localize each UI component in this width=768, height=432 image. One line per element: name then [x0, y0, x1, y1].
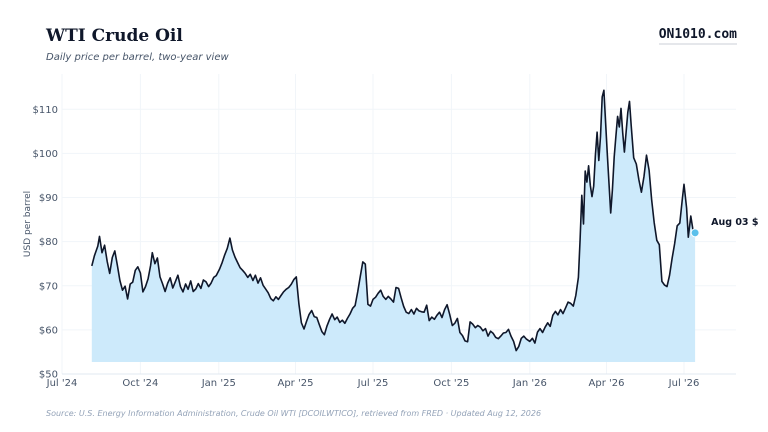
x-tick-label: Oct '25 — [433, 378, 469, 389]
price-area — [91, 90, 696, 363]
chart-subtitle: Daily price per barrel, two-year view — [46, 52, 229, 63]
chart-title: WTI Crude Oil — [46, 26, 183, 46]
price-line — [91, 89, 696, 352]
latest-price-label: Aug 03 $ — [711, 217, 758, 228]
x-tick-label: Jan '26 — [512, 378, 547, 389]
x-tick-label: Oct '24 — [122, 378, 158, 389]
y-axis: $50 $60 $70 $80 $90 $100 $110 — [33, 105, 58, 381]
x-tick-label: Jul '25 — [357, 378, 389, 389]
latest-price-marker[interactable] — [690, 228, 700, 238]
y-tick-label: $80 — [39, 237, 58, 248]
y-tick-label: $100 — [33, 149, 58, 160]
x-tick-label: Jul '26 — [668, 378, 700, 389]
y-tick-label: $90 — [39, 193, 58, 204]
y-tick-label: $110 — [33, 105, 58, 116]
source-note: Source: U.S. Energy Information Administ… — [46, 409, 542, 418]
y-tick-label: $70 — [39, 281, 58, 292]
x-tick-label: Jul '24 — [46, 378, 78, 389]
brand-logo[interactable]: ON1010.com — [658, 27, 737, 45]
y-tick-label: $50 — [39, 370, 58, 381]
y-axis-title: USD per barrel — [23, 191, 33, 257]
y-tick-label: $60 — [39, 325, 58, 336]
x-tick-label: Apr '26 — [589, 378, 625, 389]
x-axis: Jul '24 Oct '24 Jan '25 Apr '25 Jul '25 Oct '… — [46, 378, 700, 389]
x-tick-label: Apr '25 — [277, 378, 313, 389]
x-tick-label: Jan '25 — [201, 378, 236, 389]
